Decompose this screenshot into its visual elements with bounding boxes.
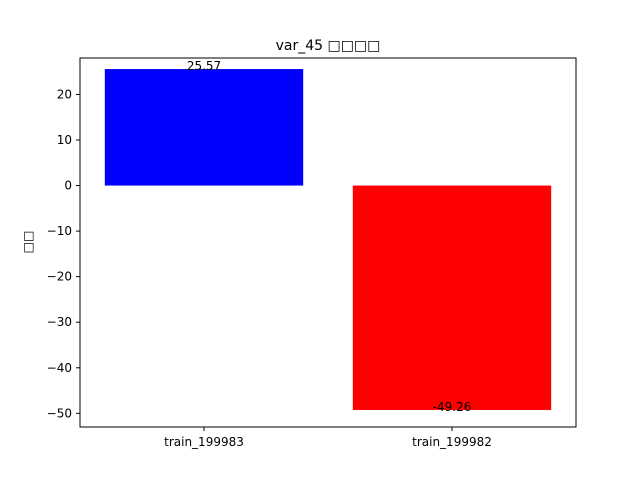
x-tick-label: train_199982 <box>412 435 492 449</box>
plot-frame <box>79 57 577 428</box>
bar-train_199982 <box>352 185 552 410</box>
y-tick-label: 0 <box>64 179 72 193</box>
y-tick-label: 10 <box>57 133 72 147</box>
y-tick-label: −30 <box>47 315 72 329</box>
x-tick-label: train_199983 <box>164 435 244 449</box>
y-tick-label: −20 <box>47 270 72 284</box>
chart-title: var_45 □□□□ <box>276 38 381 54</box>
data-labels-layer: 25.57 -49.26 <box>187 59 472 414</box>
y-tick-label: −10 <box>47 224 72 238</box>
y-tick-label: −50 <box>47 406 72 420</box>
data-label: 25.57 <box>187 59 221 73</box>
bars-layer <box>104 69 552 410</box>
y-tick-label: −40 <box>47 361 72 375</box>
data-label: -49.26 <box>433 400 472 414</box>
ticks-layer: train_199983 train_199982 −50 −40 −30 −20 −10 0… <box>47 87 492 449</box>
y-tick-label: 20 <box>57 87 72 101</box>
y-axis-label: □□ <box>21 231 35 254</box>
bar-train_199983 <box>104 69 304 186</box>
